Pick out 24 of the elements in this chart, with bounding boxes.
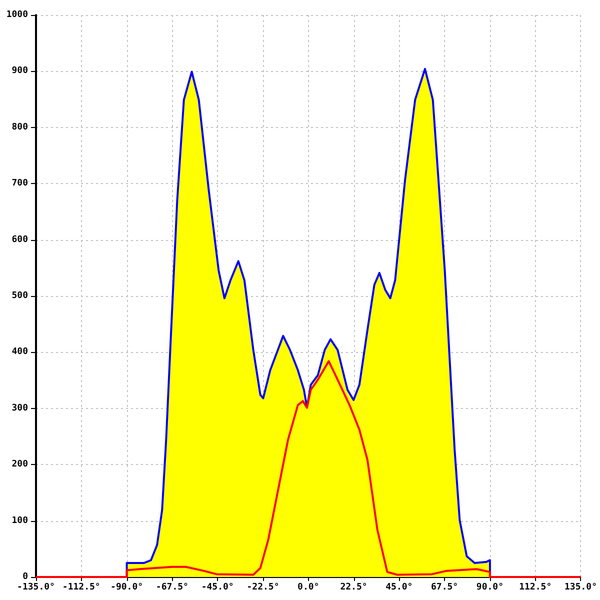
x-tick-label: 90.0° [476, 582, 504, 592]
x-tick-label: 45.0° [386, 582, 413, 592]
y-tick-label: 300 [12, 403, 28, 414]
y-tick-label: 100 [12, 516, 28, 526]
y-tick-label: 200 [12, 460, 28, 470]
y-tick-label: 900 [12, 66, 28, 76]
y-tick-label: 500 [12, 291, 28, 301]
x-tick-label: 135.0° [564, 582, 597, 592]
y-tick-label: 800 [12, 122, 28, 132]
x-tick-label: 0.0° [298, 582, 320, 592]
x-tick-label: 112.5° [519, 582, 552, 592]
x-tick-label: -45.0° [201, 582, 234, 592]
x-tick-label: -112.5° [62, 582, 100, 592]
x-tick-label: -22.5° [246, 582, 280, 592]
y-tick-label: 600 [12, 234, 28, 245]
x-tick-label: -135.0° [17, 582, 55, 592]
y-tick-label: 400 [12, 347, 28, 358]
y-tick-label: 1000 [6, 10, 28, 20]
x-tick-label: 22.5° [340, 582, 368, 592]
y-tick-label: 700 [12, 178, 28, 189]
y-tick-label: 0 [22, 572, 28, 582]
x-tick-label: -90.0° [110, 582, 144, 592]
x-tick-label: 67.5° [431, 582, 458, 592]
x-tick-label: -67.5° [156, 582, 188, 592]
